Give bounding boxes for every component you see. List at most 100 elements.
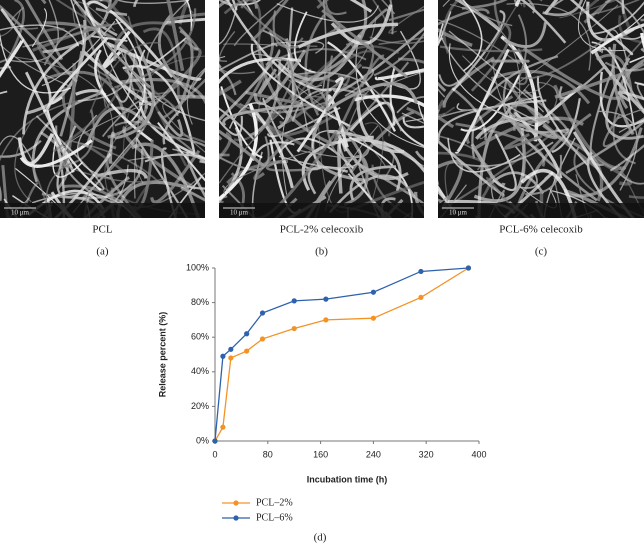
point [418,294,424,301]
sem-image: 10 μm [438,0,644,218]
y-tick-label: 60% [191,332,209,342]
point [370,315,376,321]
fiber [259,42,295,133]
fiber [619,0,633,33]
fiber [162,101,205,153]
fiber [608,46,644,113]
fiber [72,128,145,214]
fiber [454,0,502,32]
y-tick-label: 0% [196,435,209,445]
fiber [83,189,92,218]
fiber [219,115,243,136]
fiber [299,138,369,159]
fiber [321,0,327,95]
fiber [279,63,363,125]
fiber [438,8,490,26]
fiber [287,79,387,168]
fiber [294,45,400,101]
fiber [325,0,347,15]
fiber [619,173,644,185]
fiber [438,37,446,98]
fiber [219,68,237,96]
panel-letter: (b) [315,246,328,258]
fiber [14,118,34,203]
fiber [287,59,297,108]
fiber [504,76,601,171]
fiber [485,177,516,212]
legend-label: PCL–2% [256,497,293,508]
fiber [438,11,452,47]
fiber [599,71,644,128]
fiber [220,86,263,159]
fiber [178,0,190,25]
fiber [219,103,259,201]
panel-letter: (c) [535,246,548,258]
fiber [442,56,495,108]
sem-image: 10 μm [0,0,205,218]
fiber [553,177,563,218]
fiber [177,29,194,110]
panel-letter: (d) [314,532,327,544]
fiber [439,45,543,53]
fiber [245,90,326,111]
fiber [326,82,419,112]
fiber [438,109,440,185]
fiber [269,57,318,125]
fiber [0,32,71,94]
fiber [621,0,625,14]
y-tick-label: 80% [191,297,209,307]
fiber [115,180,187,218]
fiber [450,4,521,104]
fiber [55,0,86,19]
fiber [219,126,243,204]
fiber [402,116,424,129]
fiber [138,37,187,69]
fiber [180,186,205,202]
fiber [349,165,397,201]
fiber [604,61,644,72]
x-tick-label: 240 [366,449,381,459]
point [220,424,226,430]
fiber [17,133,54,166]
fiber [293,11,316,74]
fiber [134,76,181,184]
fiber [36,27,65,77]
fiber [262,29,290,80]
fiber [551,0,644,34]
fiber [398,57,424,64]
fiber [0,24,80,47]
fiber [438,139,505,198]
fiber [484,0,522,60]
fiber [10,6,38,30]
fiber [172,148,205,160]
point [228,355,234,361]
fiber [373,32,424,77]
fiber [242,0,255,16]
y-axis-label: Release percent (%) [157,312,167,398]
fiber [265,114,335,137]
fiber [52,85,120,153]
fiber [219,48,281,122]
fiber [114,120,194,152]
fiber [595,53,633,94]
fiber [609,144,644,172]
fiber [163,78,205,119]
fiber [0,37,25,78]
fiber [586,0,640,17]
sem-image: 10 μm [219,0,424,218]
fiber [219,0,234,7]
fiber [460,141,554,167]
fiber [19,139,93,168]
fiber [186,185,205,190]
fiber [221,185,256,218]
fiber [65,165,165,183]
fiber [611,43,635,136]
fiber [415,150,424,161]
fiber [354,160,424,207]
point [212,438,218,444]
fiber [578,0,626,52]
fiber [454,48,510,154]
fiber [618,117,644,133]
fiber [223,0,262,49]
fiber [569,0,634,56]
